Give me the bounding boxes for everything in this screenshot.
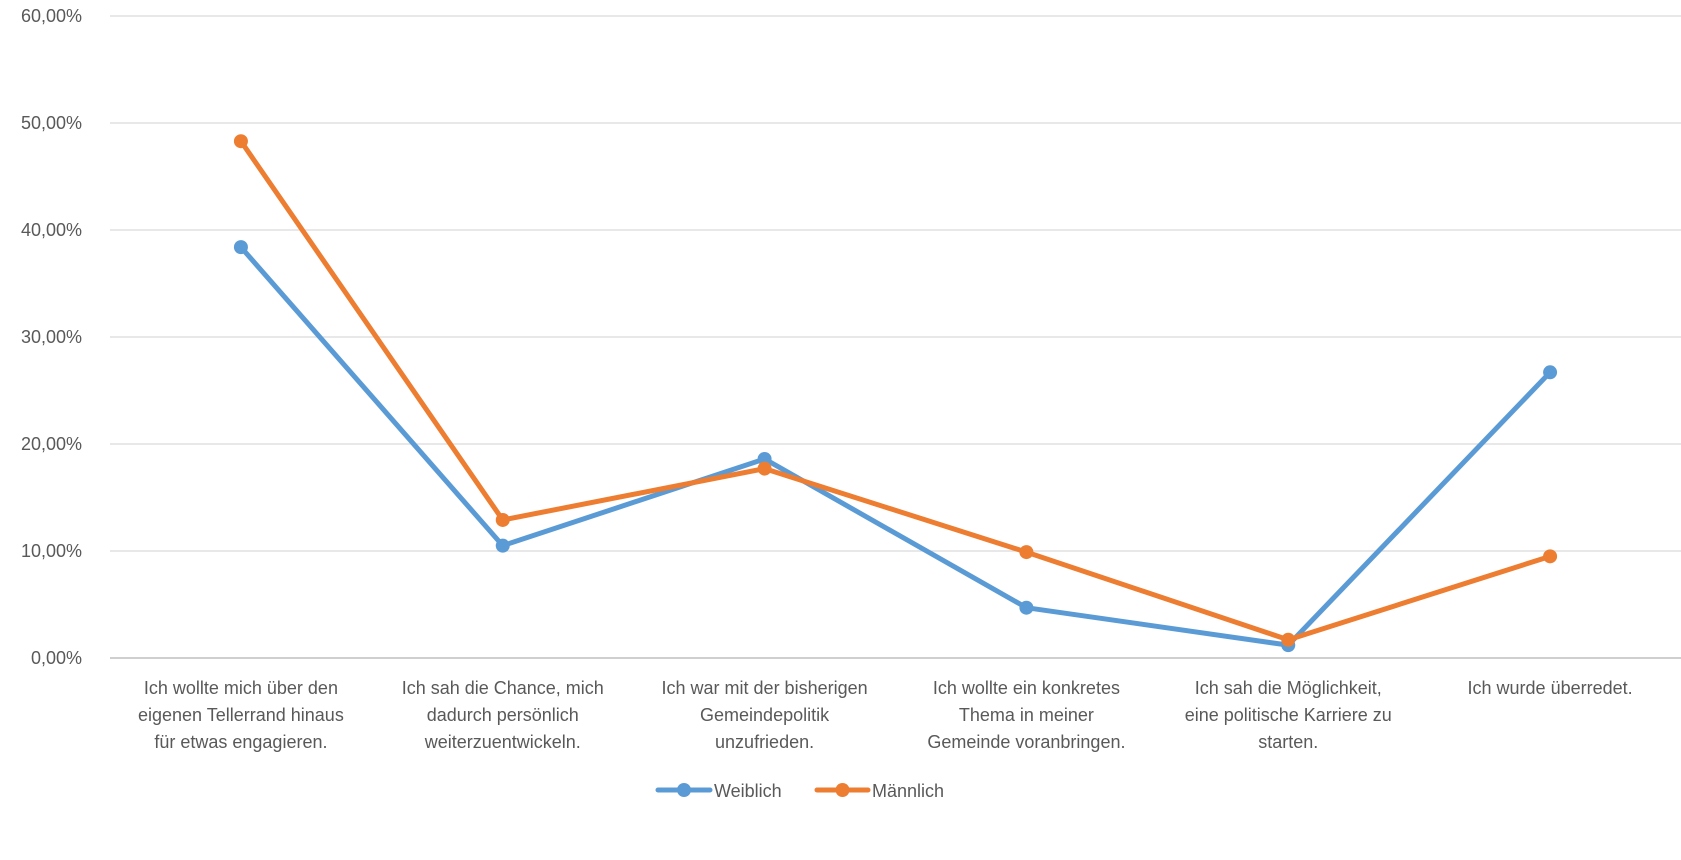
data-point bbox=[495, 538, 510, 553]
x-tick-label-line: Ich sah die Chance, mich bbox=[402, 678, 604, 698]
x-tick-label-line: unzufrieden. bbox=[715, 732, 814, 752]
x-tick-label: Ich sah die Chance, mich dadurch persönli… bbox=[402, 678, 604, 752]
legend-marker bbox=[677, 783, 691, 797]
x-tick-label: Ich war mit der bisherigen Gemeindepoliti… bbox=[662, 678, 868, 752]
x-tick-label-line: starten. bbox=[1258, 732, 1318, 752]
legend-marker bbox=[835, 783, 850, 797]
series-line bbox=[238, 138, 1553, 643]
x-axis-labels: Ich wollte mich über den eigenen Tellerra… bbox=[138, 678, 1633, 752]
y-tick-label: 10,00% bbox=[21, 541, 82, 561]
x-tick-label-line: Thema in meiner bbox=[959, 705, 1094, 725]
x-tick-label-line: Gemeinde voranbringen. bbox=[927, 732, 1125, 752]
legend-label: Männlich bbox=[872, 781, 944, 801]
data-point bbox=[495, 512, 510, 527]
data-point bbox=[1019, 545, 1034, 560]
x-tick-label-line: dadurch persönlich bbox=[427, 705, 579, 725]
data-point bbox=[757, 461, 772, 476]
x-tick-label: Ich sah die Möglichkeit, eine politische … bbox=[1185, 678, 1392, 752]
y-tick-label: 30,00% bbox=[21, 327, 82, 347]
x-tick-label: Ich wollte ein konkretes Thema in meiner G… bbox=[927, 678, 1125, 752]
data-point bbox=[233, 134, 248, 149]
x-tick-label-line: eine politische Karriere zu bbox=[1185, 705, 1392, 725]
legend-label: Weiblich bbox=[714, 781, 782, 801]
series-line bbox=[238, 244, 1553, 648]
series-maennlich bbox=[233, 134, 1558, 647]
y-tick-label: 60,00% bbox=[21, 6, 82, 26]
x-tick-label-line: Ich war mit der bisherigen bbox=[662, 678, 868, 698]
y-tick-label: 20,00% bbox=[21, 434, 82, 454]
gridlines bbox=[110, 15, 1681, 659]
x-tick-label-line: Ich wurde überredet. bbox=[1468, 678, 1633, 698]
data-point bbox=[1543, 365, 1558, 380]
data-point bbox=[233, 240, 248, 255]
y-tick-label: 50,00% bbox=[21, 113, 82, 133]
data-point bbox=[1281, 632, 1296, 647]
x-tick-label-line: Ich wollte ein konkretes bbox=[933, 678, 1120, 698]
legend: Weiblich Männlich bbox=[655, 781, 944, 801]
x-tick-label-line: für etwas engagieren. bbox=[154, 732, 327, 752]
x-tick-label-line: Ich sah die Möglichkeit, bbox=[1195, 678, 1382, 698]
x-tick-label-line: eigenen Tellerrand hinaus bbox=[138, 705, 344, 725]
legend-item: Weiblich bbox=[655, 781, 782, 801]
y-axis-ticks: 0,00% 10,00% 20,00% 30,00% 40,00% 50,00% 60,00… bbox=[21, 6, 82, 668]
series-weiblich bbox=[233, 240, 1558, 653]
y-tick-label: 40,00% bbox=[21, 220, 82, 240]
x-tick-label: Ich wollte mich über den eigenen Tellerra… bbox=[138, 678, 344, 752]
data-point bbox=[757, 451, 772, 466]
x-tick-label-line: Gemeindepolitik bbox=[700, 705, 830, 725]
x-tick-label: Ich wurde überredet. bbox=[1468, 678, 1633, 698]
x-tick-label-line: Ich wollte mich über den bbox=[144, 678, 338, 698]
data-point bbox=[1543, 549, 1558, 564]
legend-item: Männlich bbox=[814, 781, 944, 801]
data-point bbox=[1019, 600, 1034, 615]
y-tick-label: 0,00% bbox=[31, 648, 82, 668]
x-tick-label-line: weiterzuentwickeln. bbox=[424, 732, 581, 752]
